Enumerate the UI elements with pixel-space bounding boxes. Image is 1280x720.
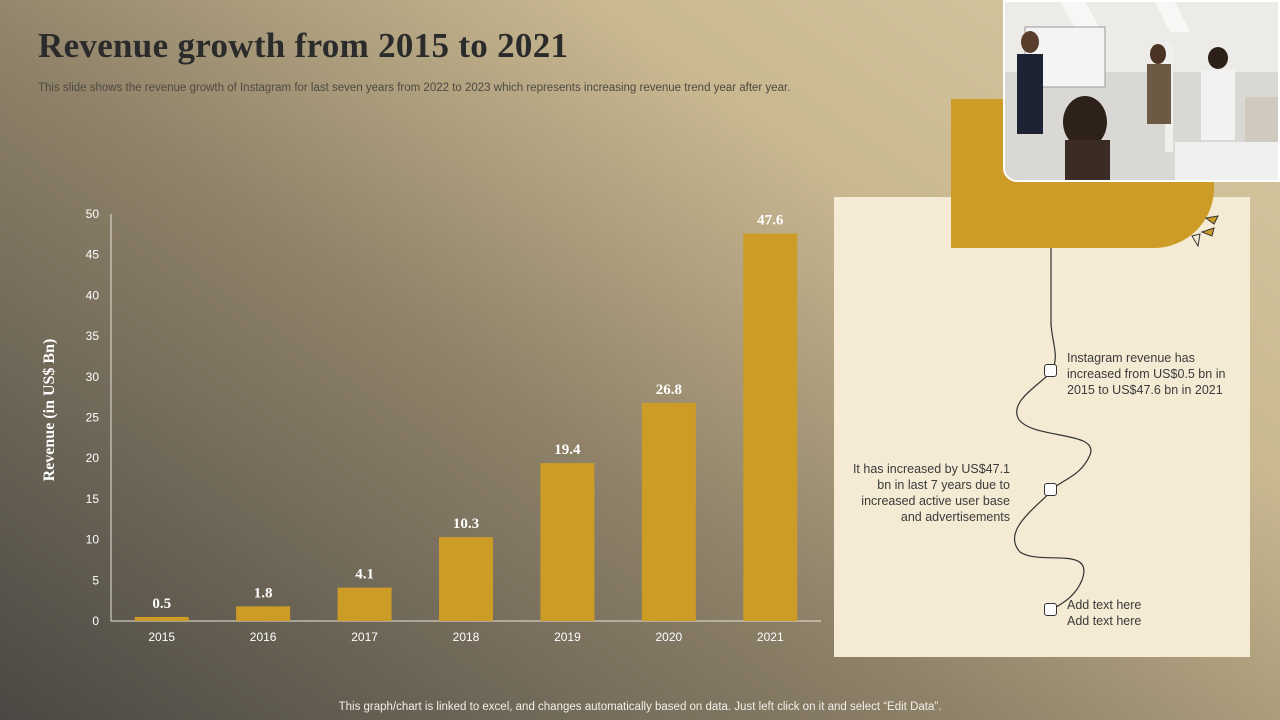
y-tick-label: 25	[86, 411, 100, 425]
y-tick-label: 50	[86, 207, 100, 221]
revenue-bar-chart[interactable]: 0 5 10 15 20 25 30 35 40 45 50 0.5 2015 1.8 2016 4.1 201…	[0, 0, 830, 660]
data-label-2019: 19.4	[554, 442, 581, 458]
timeline-node-2	[1044, 483, 1057, 496]
page-title: Revenue growth from 2015 to 2021	[38, 26, 569, 65]
data-label-2017: 4.1	[355, 567, 374, 583]
sparkle-icon	[1191, 215, 1219, 248]
timeline-note-3: Add text here Add text here	[1067, 598, 1142, 628]
timeline-node-3	[1044, 603, 1057, 616]
x-tick-label-2016: 2016	[250, 630, 277, 644]
bar-2017[interactable]	[337, 587, 392, 621]
data-label-2018: 10.3	[453, 516, 479, 532]
y-tick-label: 0	[92, 614, 99, 628]
timeline-note-1: Instagram revenue has increased from US$…	[1067, 351, 1226, 397]
insights-panel	[834, 197, 1250, 657]
bar-2016[interactable]	[236, 606, 291, 621]
x-tick-label-2021: 2021	[757, 630, 784, 644]
y-tick-label: 30	[86, 370, 100, 384]
page-subtitle: This slide shows the revenue growth of I…	[38, 82, 791, 94]
data-label-2015: 0.5	[152, 596, 171, 612]
footer-note: This graph/chart is linked to excel, and…	[338, 701, 942, 713]
y-tick-label: 5	[92, 573, 99, 587]
y-tick-label: 15	[86, 492, 100, 506]
bar-2021[interactable]	[743, 233, 798, 621]
bar-2020[interactable]	[641, 402, 696, 621]
bar-2018[interactable]	[439, 537, 493, 621]
team-meeting-photo	[1003, 0, 1280, 182]
data-label-2016: 1.8	[254, 585, 273, 601]
x-tick-label-2015: 2015	[148, 630, 175, 644]
y-tick-label: 10	[86, 533, 100, 547]
y-tick-label: 20	[86, 451, 100, 465]
x-tick-label-2018: 2018	[453, 630, 480, 644]
bar-2015[interactable]	[134, 616, 189, 621]
bar-2019[interactable]	[540, 463, 595, 621]
y-tick-label: 40	[86, 288, 100, 302]
timeline-node-1	[1044, 364, 1057, 377]
y-tick-label: 45	[86, 248, 100, 262]
timeline-note-2: It has increased by US$47.1 bn in last 7…	[852, 462, 1010, 524]
x-tick-label-2019: 2019	[554, 630, 581, 644]
y-tick-label: 35	[86, 329, 100, 343]
data-label-2021: 47.6	[757, 213, 784, 229]
x-tick-label-2020: 2020	[656, 630, 683, 644]
x-tick-label-2017: 2017	[351, 630, 378, 644]
data-label-2020: 26.8	[656, 382, 682, 398]
